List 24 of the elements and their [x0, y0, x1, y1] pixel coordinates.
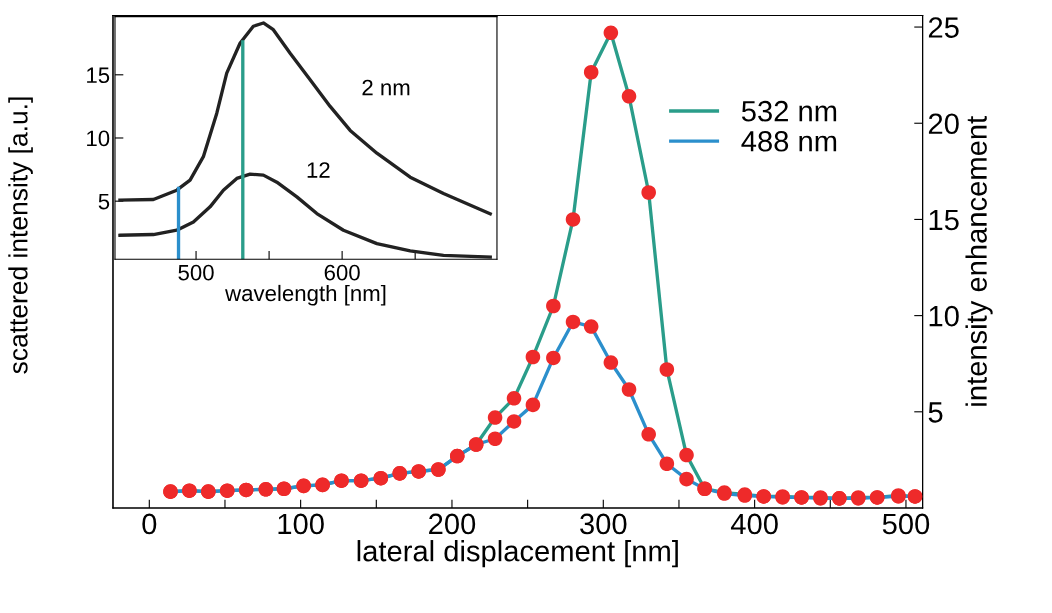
y2-axis-title: intensity enhancement [965, 116, 993, 406]
x-tick-label: 0 [142, 513, 157, 535]
y2-tick-label: 10 [929, 305, 959, 327]
y-tick-label: 5 [98, 193, 110, 210]
legend-label: 488 nm [741, 130, 837, 152]
y2-tick-label: 20 [928, 113, 959, 135]
x-tick-label: 400 [730, 513, 778, 535]
annotation: 2 nm [362, 79, 410, 96]
x-axis-title: wavelength [nm] [225, 284, 386, 306]
x-tick-label: 100 [278, 513, 324, 535]
x-tick-label: 600 [324, 264, 360, 281]
y2-tick-label: 25 [928, 17, 959, 38]
y2-tick-label: 5 [928, 402, 943, 423]
x-axis-title: lateral displacement [nm] [357, 540, 678, 568]
y-tick-label: 15 [87, 67, 110, 84]
legend-label: 532 nm [741, 100, 837, 122]
y-axis-title: scattered intensity [a.u.] [8, 97, 33, 374]
y2-tick-label: 15 [929, 209, 959, 231]
y-tick-label: 10 [87, 130, 110, 147]
annotation: 12 [307, 162, 330, 178]
x-tick-label: 200 [429, 513, 476, 535]
x-tick-label: 500 [178, 264, 214, 281]
x-tick-label: 500 [882, 513, 930, 535]
x-tick-label: 300 [580, 513, 627, 535]
